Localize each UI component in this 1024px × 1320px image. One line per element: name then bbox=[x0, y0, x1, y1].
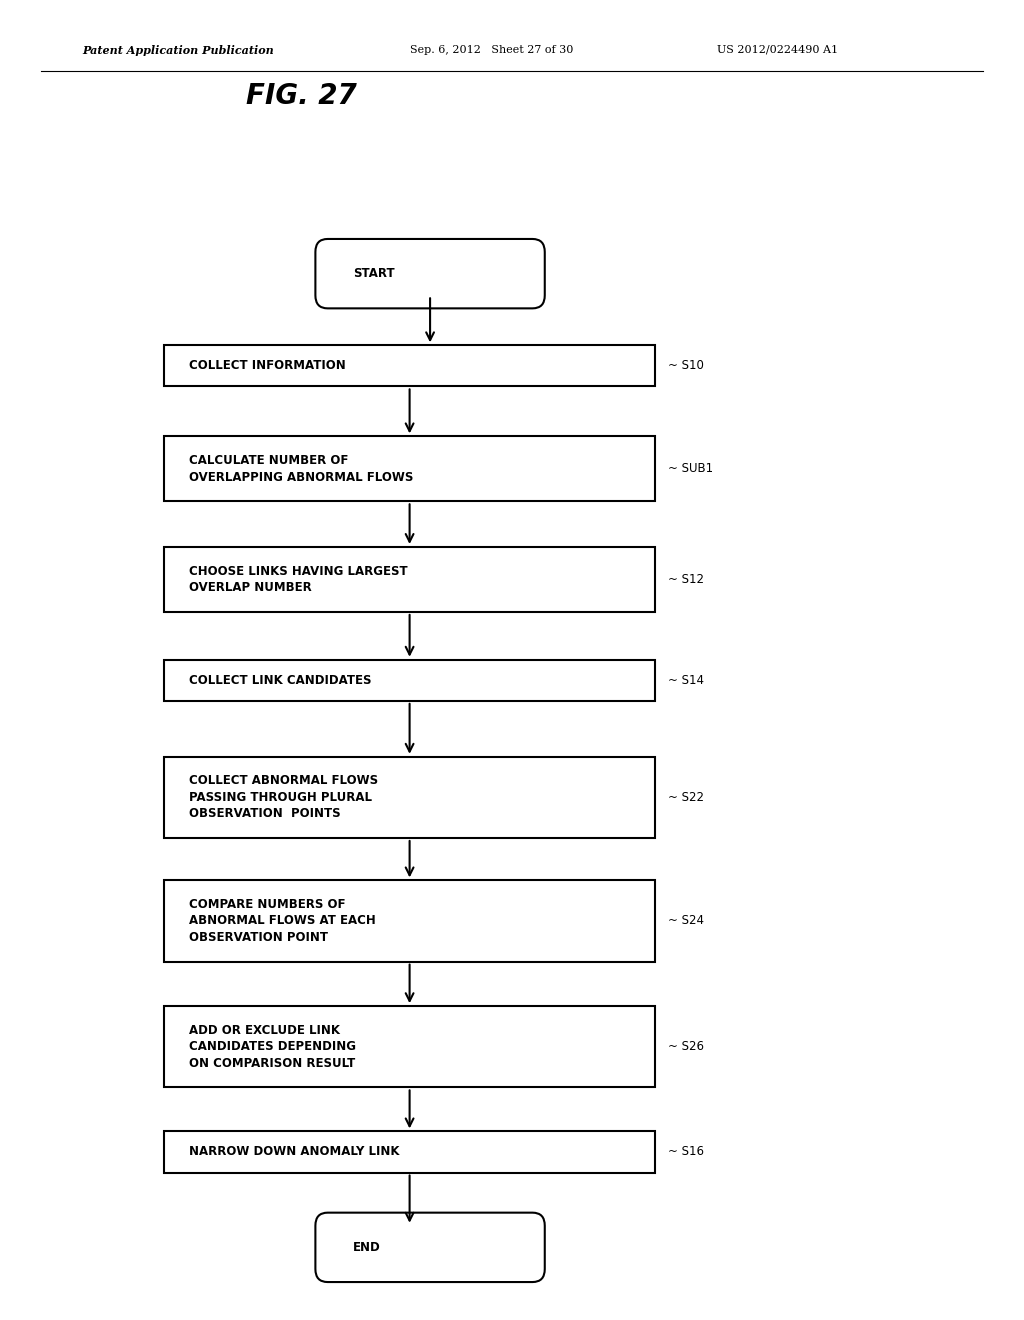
Text: ~ S22: ~ S22 bbox=[668, 791, 703, 804]
FancyBboxPatch shape bbox=[164, 1131, 655, 1172]
Text: Patent Application Publication: Patent Application Publication bbox=[82, 45, 273, 55]
FancyBboxPatch shape bbox=[315, 239, 545, 309]
Text: COLLECT INFORMATION: COLLECT INFORMATION bbox=[189, 359, 346, 372]
Text: ~ S26: ~ S26 bbox=[668, 1040, 703, 1053]
Text: ~ S24: ~ S24 bbox=[668, 915, 703, 928]
FancyBboxPatch shape bbox=[164, 1006, 655, 1088]
FancyBboxPatch shape bbox=[164, 346, 655, 387]
Text: ~ S14: ~ S14 bbox=[668, 673, 703, 686]
Text: COMPARE NUMBERS OF
ABNORMAL FLOWS AT EACH
OBSERVATION POINT: COMPARE NUMBERS OF ABNORMAL FLOWS AT EAC… bbox=[189, 898, 376, 944]
Text: ~ S16: ~ S16 bbox=[668, 1146, 703, 1159]
FancyBboxPatch shape bbox=[164, 756, 655, 838]
Text: COLLECT LINK CANDIDATES: COLLECT LINK CANDIDATES bbox=[189, 673, 372, 686]
FancyBboxPatch shape bbox=[315, 1213, 545, 1282]
Text: COLLECT ABNORMAL FLOWS
PASSING THROUGH PLURAL
OBSERVATION  POINTS: COLLECT ABNORMAL FLOWS PASSING THROUGH P… bbox=[189, 775, 379, 820]
Text: ~ S10: ~ S10 bbox=[668, 359, 703, 372]
Text: US 2012/0224490 A1: US 2012/0224490 A1 bbox=[717, 45, 838, 55]
Text: ~ S12: ~ S12 bbox=[668, 573, 703, 586]
Text: ~ SUB1: ~ SUB1 bbox=[668, 462, 713, 475]
Text: ADD OR EXCLUDE LINK
CANDIDATES DEPENDING
ON COMPARISON RESULT: ADD OR EXCLUDE LINK CANDIDATES DEPENDING… bbox=[189, 1024, 356, 1069]
Text: CHOOSE LINKS HAVING LARGEST
OVERLAP NUMBER: CHOOSE LINKS HAVING LARGEST OVERLAP NUMB… bbox=[189, 565, 409, 594]
Text: CALCULATE NUMBER OF
OVERLAPPING ABNORMAL FLOWS: CALCULATE NUMBER OF OVERLAPPING ABNORMAL… bbox=[189, 454, 414, 483]
Text: NARROW DOWN ANOMALY LINK: NARROW DOWN ANOMALY LINK bbox=[189, 1146, 400, 1159]
Text: FIG. 27: FIG. 27 bbox=[246, 82, 356, 110]
FancyBboxPatch shape bbox=[164, 880, 655, 962]
FancyBboxPatch shape bbox=[164, 437, 655, 502]
FancyBboxPatch shape bbox=[164, 660, 655, 701]
Text: END: END bbox=[353, 1241, 381, 1254]
Text: START: START bbox=[353, 267, 395, 280]
FancyBboxPatch shape bbox=[164, 546, 655, 612]
Text: Sep. 6, 2012   Sheet 27 of 30: Sep. 6, 2012 Sheet 27 of 30 bbox=[410, 45, 573, 55]
